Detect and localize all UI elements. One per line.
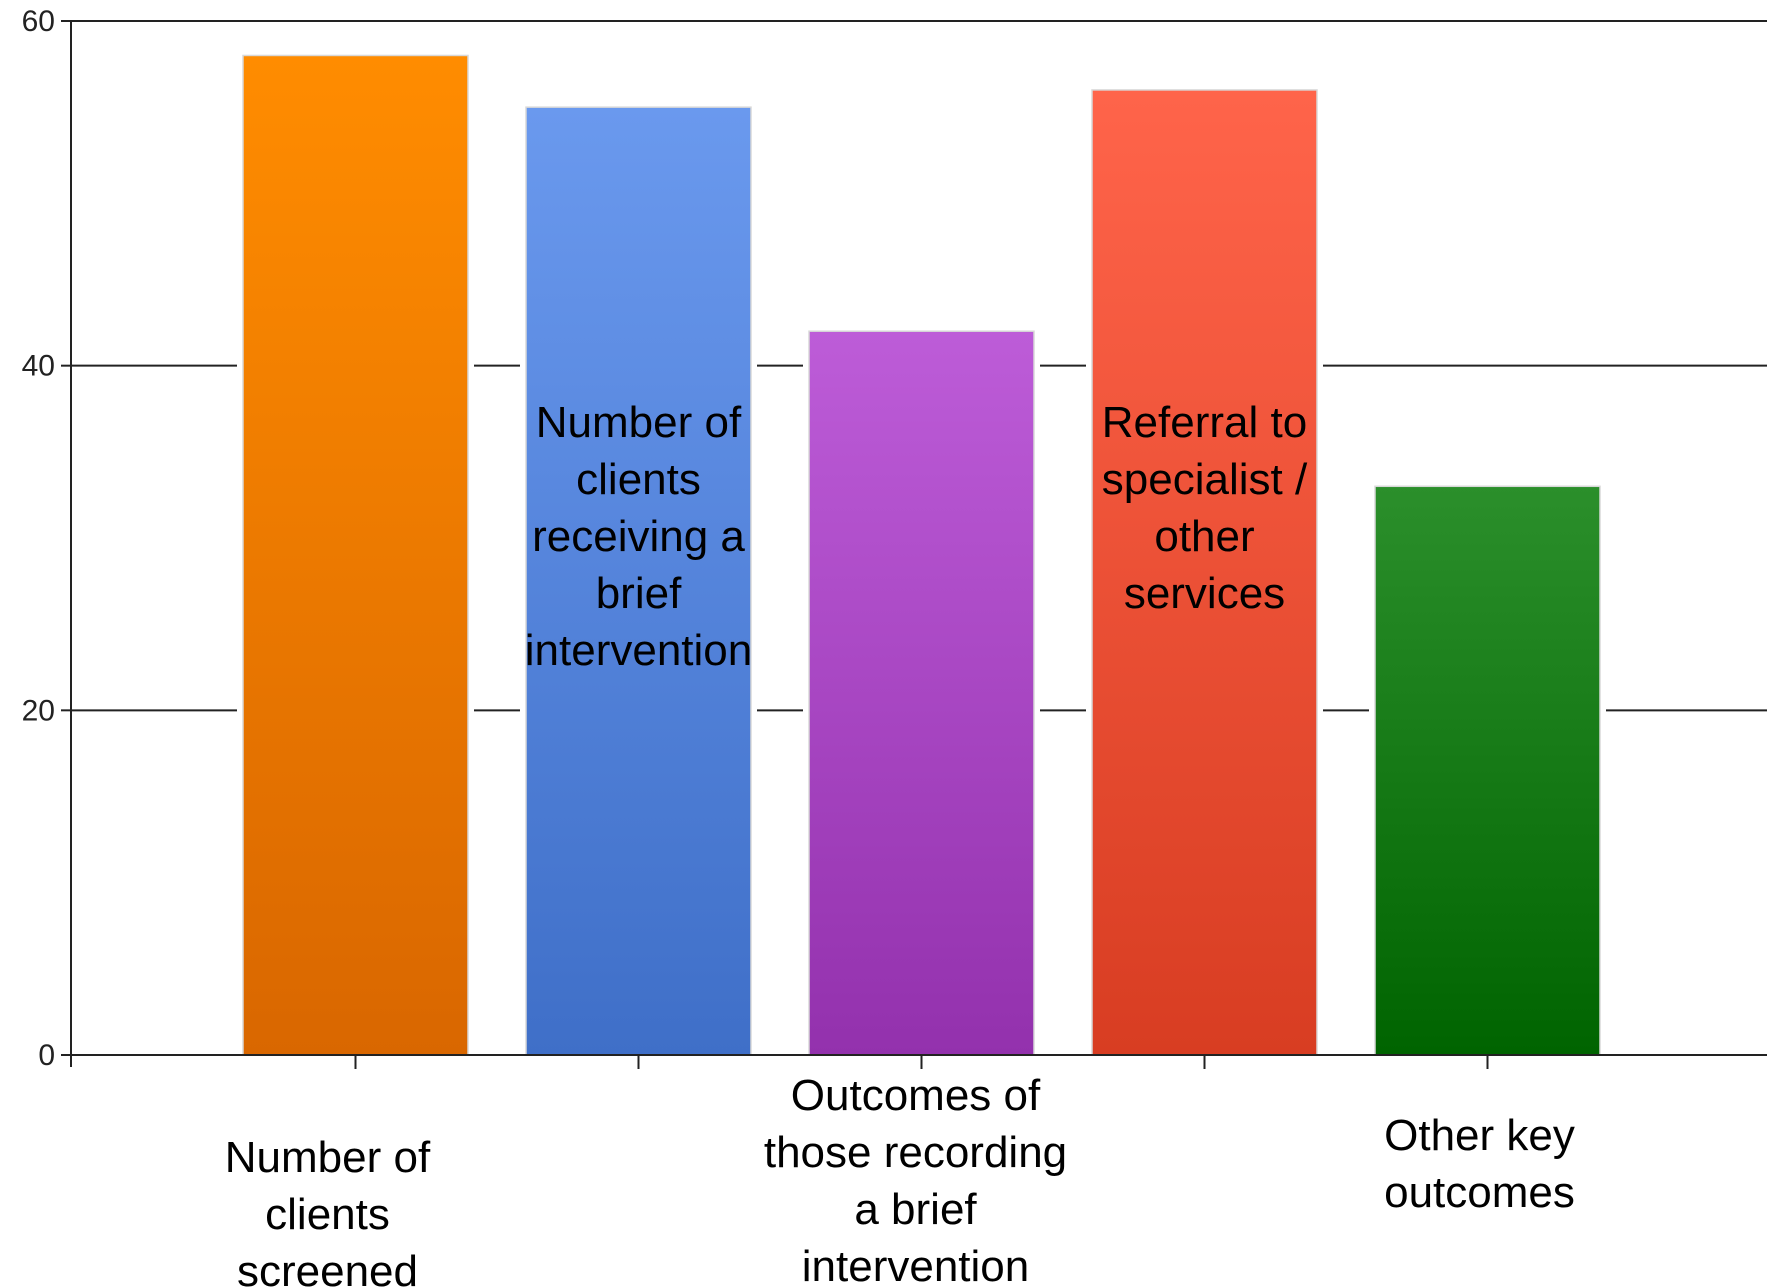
category-label-line: those recording <box>764 1128 1067 1177</box>
category-label-line: specialist / <box>1102 455 1308 504</box>
category-label-line: other <box>1154 512 1254 561</box>
category-label-line: screened <box>237 1247 418 1288</box>
category-label-line: clients <box>576 455 701 504</box>
y-tick-label: 20 <box>22 694 55 727</box>
y-tick-label: 40 <box>22 350 55 383</box>
category-label-line: Number of <box>536 398 742 447</box>
category-label-line: intervention <box>525 626 752 675</box>
bar <box>1091 89 1318 1056</box>
category-label-line: services <box>1124 569 1285 618</box>
bar <box>1374 485 1601 1056</box>
bar <box>242 54 469 1056</box>
category-label-line: outcomes <box>1384 1168 1575 1217</box>
category-labels: Number of clients screened Number of clients… <box>225 398 1575 1288</box>
category-label: Number of clients screened <box>225 1133 431 1288</box>
bars <box>237 53 1606 1056</box>
category-label-line: intervention <box>802 1242 1029 1288</box>
category-label-line: Number of <box>225 1133 431 1182</box>
category-label: Referral to specialist / other services <box>1102 398 1308 618</box>
category-label: Outcomes of those recording a brief interve… <box>764 1071 1067 1288</box>
category-label-line: clients <box>265 1190 390 1239</box>
y-tick-label: 60 <box>22 5 55 38</box>
axes: 0 20 40 60 <box>22 5 1767 1072</box>
category-label-line: Outcomes of <box>791 1071 1041 1120</box>
category-label-line: Other key <box>1384 1111 1575 1160</box>
bar <box>525 106 752 1056</box>
category-label-line: receiving a <box>532 512 745 561</box>
category-label: Number of clients receiving a brief interven… <box>525 398 752 675</box>
category-label-line: brief <box>596 569 682 618</box>
y-tick-label: 0 <box>38 1039 55 1072</box>
category-label-line: a brief <box>854 1185 977 1234</box>
category-label-line: Referral to <box>1102 398 1307 447</box>
bar <box>808 330 1035 1056</box>
category-label: Other key outcomes <box>1384 1111 1575 1217</box>
